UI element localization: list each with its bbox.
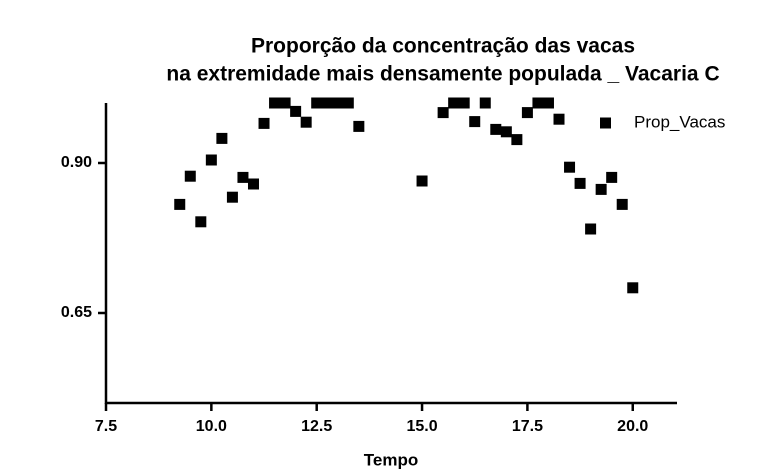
point bbox=[490, 123, 502, 135]
legend-label: Prop_Vacas bbox=[634, 112, 725, 131]
point bbox=[184, 170, 196, 182]
x-axis-label: Tempo bbox=[364, 450, 418, 469]
point bbox=[195, 216, 207, 228]
point bbox=[216, 132, 228, 144]
point bbox=[205, 154, 217, 166]
point bbox=[290, 105, 302, 117]
point bbox=[511, 134, 523, 146]
point bbox=[627, 282, 639, 294]
point bbox=[521, 107, 533, 119]
point bbox=[416, 175, 428, 187]
point bbox=[174, 198, 186, 210]
chart-title: na extremidade mais densamente populada … bbox=[166, 63, 719, 86]
point bbox=[532, 97, 544, 109]
point bbox=[437, 107, 449, 119]
point bbox=[342, 97, 354, 109]
point bbox=[237, 171, 249, 183]
point bbox=[469, 116, 481, 128]
point bbox=[574, 177, 586, 189]
point bbox=[553, 113, 565, 125]
point bbox=[458, 97, 470, 109]
legend-marker bbox=[600, 117, 611, 129]
x-tick-label: 10.0 bbox=[196, 418, 227, 435]
x-tick-label: 12.5 bbox=[301, 418, 332, 435]
point bbox=[606, 171, 618, 183]
point bbox=[595, 183, 607, 195]
point bbox=[585, 223, 597, 235]
point bbox=[616, 198, 628, 210]
point bbox=[321, 97, 333, 109]
point bbox=[269, 97, 281, 109]
y-tick-label: 0.90 bbox=[61, 154, 92, 171]
x-tick-label: 20.0 bbox=[617, 418, 648, 435]
point bbox=[448, 97, 460, 109]
y-tick-label: 0.65 bbox=[61, 304, 92, 321]
point bbox=[258, 117, 270, 129]
point bbox=[564, 161, 576, 173]
point bbox=[353, 120, 365, 132]
point bbox=[479, 97, 491, 109]
point bbox=[542, 97, 554, 109]
point bbox=[332, 97, 344, 109]
point bbox=[500, 126, 512, 138]
x-tick-label: 7.5 bbox=[95, 418, 117, 435]
x-tick-label: 17.5 bbox=[512, 418, 543, 435]
point bbox=[226, 191, 238, 203]
point bbox=[247, 178, 259, 190]
point bbox=[311, 97, 323, 109]
x-tick-label: 15.0 bbox=[406, 418, 437, 435]
point bbox=[300, 116, 312, 128]
point bbox=[279, 97, 291, 109]
chart-title: Proporção da concentração das vacas bbox=[251, 35, 635, 58]
